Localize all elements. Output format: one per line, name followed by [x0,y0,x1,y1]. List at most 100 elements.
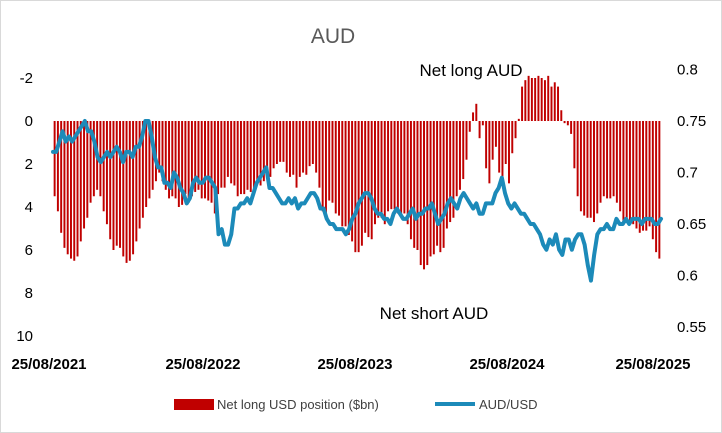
bar [508,121,510,184]
bar [122,121,125,257]
bar [445,121,448,229]
bar [413,121,416,248]
bar [439,121,442,253]
bar [468,121,471,132]
bar [315,121,318,173]
bar [285,121,288,173]
bar [135,121,138,242]
annotation-net-short-aud: Net short AUD [380,304,489,323]
bar [187,121,190,203]
bar [73,121,76,261]
bar [426,121,429,266]
bar [543,80,546,121]
bar [485,121,488,169]
bar [132,121,135,255]
bar [357,121,360,253]
bar [465,121,468,160]
left-axis-tick: 6 [25,242,33,259]
bar [449,121,452,223]
x-axis-tick: 25/08/2024 [469,356,545,373]
bar [223,121,226,188]
bar [377,121,380,218]
bar [521,86,524,121]
bar [66,121,69,255]
bar [462,121,465,180]
bar [458,121,461,190]
bar [504,121,507,164]
bar [579,121,582,212]
bar [269,121,272,177]
bar [573,121,576,169]
bar [89,121,92,203]
bar [204,121,206,199]
bar [390,121,393,210]
bar [344,121,347,227]
bar [609,121,612,199]
bar [612,121,615,197]
bar [622,121,625,223]
bar [164,121,167,190]
bar [442,121,445,248]
bar [158,121,161,173]
bar [249,121,252,192]
bar [321,121,324,212]
bar [416,121,419,250]
right-axis-tick: 0.75 [677,113,706,130]
bar [145,121,148,207]
bar [419,121,422,266]
bar [576,121,579,197]
bar [645,121,648,231]
bar [262,121,265,182]
bar [161,121,164,182]
bar [514,121,517,139]
bar [396,121,399,214]
legend-swatch-bars [174,399,214,410]
bar [292,121,295,175]
bar [566,121,569,126]
bar [266,121,269,180]
bar [387,121,390,212]
bar [511,121,514,154]
bar [141,121,144,218]
bar [570,121,573,134]
bar [275,121,278,164]
bar [302,121,305,173]
bar [115,121,118,246]
bar [347,121,350,235]
bar [56,121,59,212]
bar [452,121,455,218]
bar [540,78,543,121]
bar [177,121,180,207]
bar [289,121,291,177]
bar [328,121,331,201]
bar [354,121,357,253]
left-axis-tick: 8 [25,285,33,302]
bar [583,121,586,216]
left-axis-tick: 2 [25,156,33,173]
bar [383,121,386,225]
bar [530,78,533,121]
bar [635,121,638,229]
line-series [51,119,663,283]
bar [154,121,157,182]
legend-label-bars: Net long USD position ($bn) [217,397,379,412]
bar-series [53,75,661,270]
bar [324,121,327,214]
left-axis-ticks: -2 0 2 4 6 8 10 [16,70,33,345]
bar [658,121,661,259]
bar [380,121,383,218]
bar [625,121,628,223]
x-axis-tick: 25/08/2025 [615,356,690,373]
bar [374,121,376,225]
bar [527,75,530,121]
bar [589,121,592,218]
chart-title: AUD [311,25,355,48]
legend: Net long USD position ($bn) AUD/USD [174,397,538,412]
bar [168,121,171,199]
bar [338,121,340,216]
bar [53,121,56,197]
left-axis-tick: 0 [25,113,33,130]
bar [619,121,622,212]
